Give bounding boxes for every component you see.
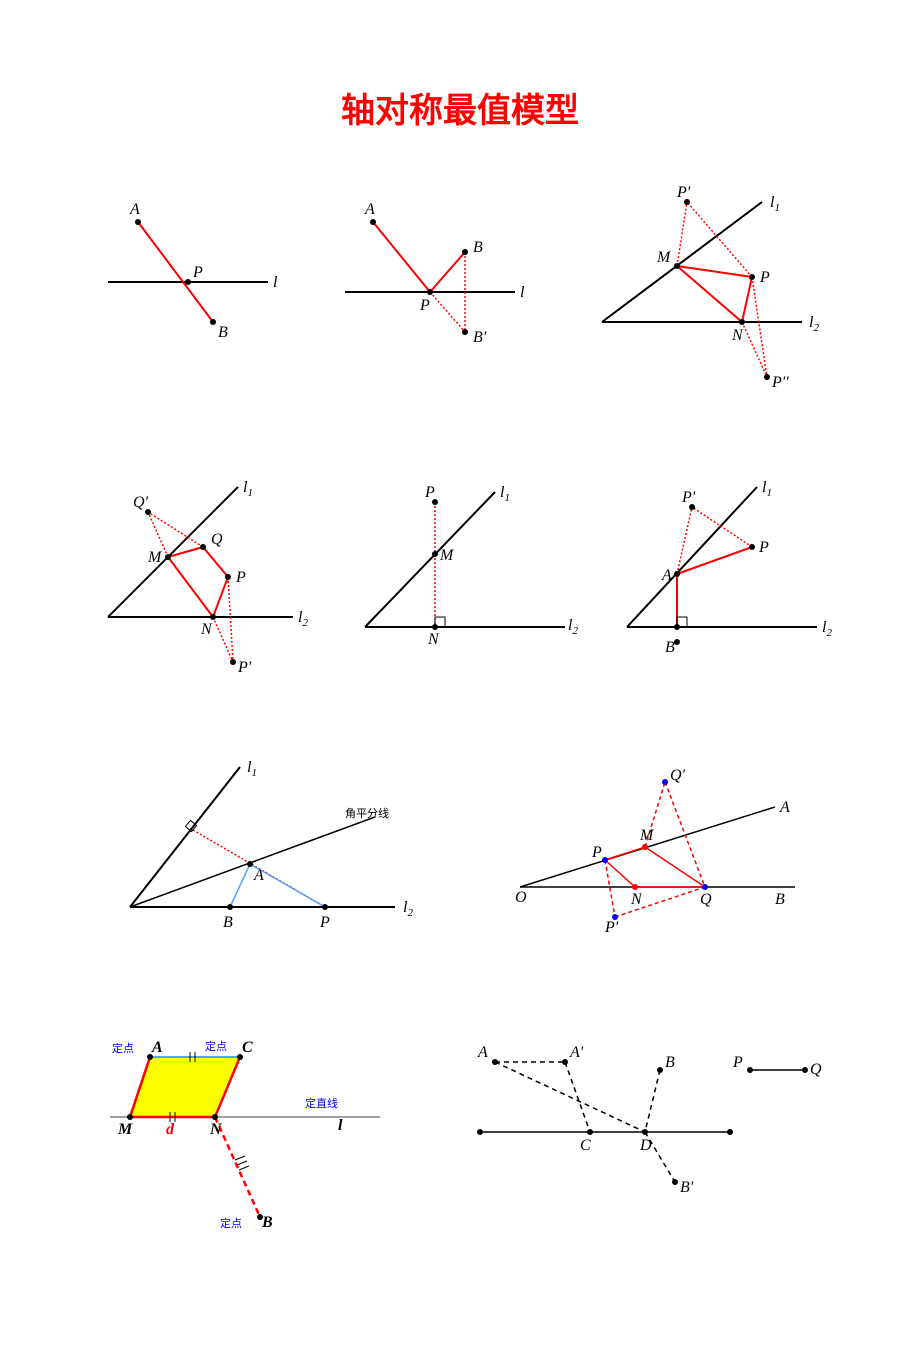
lbl-C: C [242, 1039, 253, 1056]
fig-8: O P M N Q P' Q' A B [495, 752, 815, 952]
lbl-P: P [419, 297, 430, 314]
lbl-l2: l2 [403, 899, 413, 919]
lbl-B: B [665, 1054, 675, 1071]
lbl-M: M [639, 827, 655, 844]
lbl-B: B [218, 324, 228, 341]
lbl-B: B [261, 1214, 273, 1231]
fig-3: P' M P N P'' l1 l2 [572, 182, 832, 402]
lbl-Pp: P' [676, 184, 691, 201]
fig-5: P M N l1 l2 [340, 472, 580, 652]
page-title: 轴对称最值模型 [70, 83, 850, 132]
lbl-A: A [779, 799, 790, 816]
lbl-N: N [731, 327, 744, 344]
fig-4: Q' M Q P N P' l1 l2 [83, 472, 313, 682]
lbl-bisector: 角平分线 [345, 806, 389, 820]
lbl-Ppp: P'' [771, 374, 789, 391]
lbl-A: A [253, 867, 264, 884]
fig-6: P' A P B l1 l2 [607, 472, 837, 672]
lbl-fixB: 定点 [220, 1216, 242, 1230]
lbl-fixC: 定点 [205, 1039, 227, 1053]
lbl-l1: l1 [500, 484, 510, 504]
lbl-l: l [338, 1117, 343, 1134]
fig-9: 定点 A 定点 C M N d 定直线 l 定点 B [90, 1022, 410, 1242]
lbl-B: B [223, 914, 233, 931]
lbl-A: A [151, 1039, 163, 1056]
lbl-P: P [192, 264, 203, 281]
lbl-M: M [147, 549, 163, 566]
lbl-A: A [477, 1044, 488, 1061]
lbl-d: d [166, 1121, 175, 1138]
lbl-Pp: P' [604, 919, 619, 936]
lbl-fixline: 定直线 [305, 1096, 338, 1110]
lbl-N: N [209, 1121, 223, 1138]
lbl-P: P [759, 269, 770, 286]
lbl-P: P [319, 914, 330, 931]
lbl-O: O [515, 889, 527, 906]
fig-1: A P B l [88, 182, 288, 362]
lbl-Ap: A' [569, 1044, 584, 1061]
lbl-C: C [580, 1137, 591, 1154]
lbl-P: P [591, 844, 602, 861]
lbl-A: A [129, 201, 140, 218]
lbl-B: B [473, 239, 483, 256]
lbl-l: l [520, 284, 525, 301]
lbl-Bp: B' [680, 1179, 694, 1196]
lbl-Qp: Q' [670, 767, 686, 784]
lbl-P: P [758, 539, 769, 556]
lbl-l1: l1 [770, 194, 780, 214]
row-4: 定点 A 定点 C M N d 定直线 l 定点 B [70, 1022, 850, 1242]
lbl-l2: l2 [298, 609, 308, 629]
lbl-fixA: 定点 [112, 1041, 134, 1055]
lbl-A: A [661, 567, 672, 584]
lbl-l1: l1 [247, 759, 257, 779]
lbl-l1: l1 [243, 479, 253, 499]
lbl-N: N [630, 891, 643, 908]
lbl-Q: Q [700, 891, 712, 908]
lbl-M: M [656, 249, 672, 266]
lbl-N: N [200, 621, 213, 638]
row-1: A P B l A P B B' l [70, 182, 850, 402]
lbl-Q: Q [211, 531, 223, 548]
lbl-P: P [235, 569, 246, 586]
row-3: l1 l2 A B P 角平分线 O P M [70, 752, 850, 952]
lbl-l: l [273, 274, 278, 291]
row-2: Q' M Q P N P' l1 l2 P M N l1 l2 [70, 472, 850, 682]
fig-2: A P B B' l [325, 182, 535, 362]
lbl-N: N [427, 631, 440, 648]
lbl-B: B [775, 891, 785, 908]
lbl-M: M [117, 1121, 133, 1138]
lbl-Qp: Q' [133, 494, 149, 511]
lbl-l2: l2 [822, 619, 832, 639]
fig-10: A A' B P Q C D B' [450, 1022, 830, 1202]
lbl-Pp: P' [237, 659, 252, 676]
lbl-A: A [364, 201, 375, 218]
lbl-l2: l2 [568, 617, 578, 637]
lbl-P: P [424, 484, 435, 501]
lbl-M: M [439, 547, 455, 564]
lbl-Q: Q [810, 1061, 822, 1078]
lbl-Bp: B' [473, 329, 487, 346]
lbl-l2: l2 [809, 314, 819, 334]
lbl-D: D [639, 1137, 652, 1154]
lbl-Pp: P' [681, 489, 696, 506]
lbl-l1: l1 [762, 479, 772, 499]
fig-7: l1 l2 A B P 角平分线 [105, 752, 425, 952]
lbl-P: P [732, 1054, 743, 1071]
lbl-B: B [665, 639, 675, 656]
